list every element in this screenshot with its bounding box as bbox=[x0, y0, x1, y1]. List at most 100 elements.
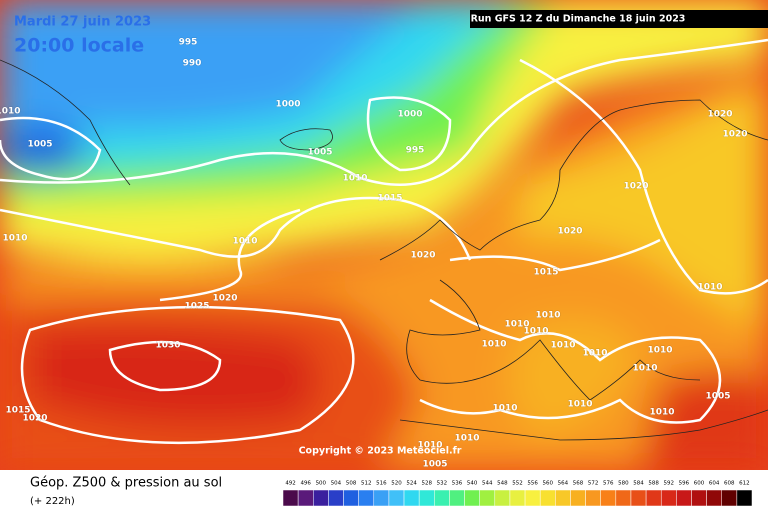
scale-label: 568 bbox=[573, 481, 584, 487]
isobar-label: 995 bbox=[179, 38, 198, 48]
isobar-label: 1010 bbox=[567, 400, 592, 410]
scale-label: 508 bbox=[346, 481, 357, 487]
scale-swatch bbox=[660, 489, 677, 507]
coastlines bbox=[0, 59, 768, 441]
isobar-label: 995 bbox=[406, 146, 425, 156]
scale-swatch bbox=[418, 489, 435, 507]
scale-swatch bbox=[736, 489, 753, 507]
isobar-label: 1010 bbox=[697, 283, 722, 293]
scale-label: 564 bbox=[558, 481, 569, 487]
scale-label: 524 bbox=[406, 481, 417, 487]
scale-swatch bbox=[449, 489, 465, 507]
isobar-label: 1020 bbox=[410, 251, 435, 261]
scale-label: 572 bbox=[588, 481, 599, 487]
scale-swatch bbox=[524, 489, 541, 507]
isobar-label: 1010 bbox=[649, 408, 674, 418]
scale-swatch bbox=[328, 489, 344, 507]
run-info: Run GFS 12 Z du Dimanche 18 juin 2023 bbox=[471, 14, 686, 25]
isobar-label: 1020 bbox=[722, 130, 747, 140]
scale-swatch bbox=[706, 489, 722, 507]
scale-label: 512 bbox=[361, 481, 372, 487]
scale-swatch bbox=[479, 489, 496, 507]
scale-swatch bbox=[358, 489, 375, 507]
scale-label: 600 bbox=[694, 481, 705, 487]
scale-label: 492 bbox=[285, 481, 296, 487]
scale-swatch bbox=[343, 489, 359, 507]
scale-swatch bbox=[297, 489, 314, 507]
isobar-label: 1020 bbox=[707, 110, 732, 120]
scale-swatch bbox=[691, 489, 707, 507]
scale-label: 588 bbox=[648, 481, 659, 487]
isobars bbox=[0, 38, 768, 445]
scale-swatch bbox=[403, 489, 420, 507]
scale-swatch bbox=[570, 489, 586, 507]
isobar-label: 1005 bbox=[422, 460, 447, 470]
isobar-label: 1010 bbox=[342, 174, 367, 184]
scale-swatch bbox=[434, 489, 450, 507]
isobar-label: 1015 bbox=[377, 194, 402, 204]
isobar-label: 1010 bbox=[232, 237, 257, 247]
scale-label: 580 bbox=[618, 481, 629, 487]
isobar-label: 1010 bbox=[582, 349, 607, 359]
scale-swatch bbox=[494, 489, 511, 507]
scale-swatch bbox=[555, 489, 571, 507]
isobar-label: 1005 bbox=[307, 148, 332, 158]
scale-label: 548 bbox=[497, 481, 508, 487]
isobar-label: 1020 bbox=[623, 182, 648, 192]
scale-label: 552 bbox=[512, 481, 523, 487]
isobar-label: 990 bbox=[183, 59, 202, 69]
copyright: Copyright © 2023 Meteociel.fr bbox=[299, 446, 462, 457]
scale-label: 608 bbox=[724, 481, 735, 487]
scale-label: 584 bbox=[633, 481, 644, 487]
scale-label: 520 bbox=[391, 481, 402, 487]
isobar-label: 1010 bbox=[417, 441, 442, 451]
scale-label: 516 bbox=[376, 481, 387, 487]
scale-swatch bbox=[509, 489, 526, 507]
scale-swatch bbox=[645, 489, 662, 507]
scale-label: 560 bbox=[543, 481, 554, 487]
isobar-label: 1030 bbox=[155, 341, 180, 351]
scale-label: 596 bbox=[679, 481, 690, 487]
scale-swatch bbox=[721, 489, 738, 507]
isobar-label: 1015 bbox=[5, 406, 30, 416]
scale-label: 532 bbox=[437, 481, 448, 487]
isobar-label: 1010 bbox=[647, 346, 672, 356]
scale-swatch bbox=[615, 489, 632, 507]
footer-title: Géop. Z500 & pression au sol bbox=[30, 476, 222, 491]
color-scale: 492 496 500 504 508 512 516 520 524 528 532 536 540 5… bbox=[282, 481, 753, 507]
scale-label: 528 bbox=[421, 481, 432, 487]
scale-label: 540 bbox=[467, 481, 478, 487]
isobar-label: 1010 bbox=[481, 340, 506, 350]
isobar-label: 1025 bbox=[184, 302, 209, 312]
scale-swatch bbox=[313, 489, 329, 507]
scale-label: 496 bbox=[300, 481, 311, 487]
isobar-label: 1010 bbox=[0, 107, 21, 117]
lead-time: (+ 222h) bbox=[30, 496, 75, 507]
isobar-label: 1010 bbox=[550, 341, 575, 351]
scale-swatch bbox=[373, 489, 390, 507]
isobar-label: 1020 bbox=[22, 414, 47, 424]
isobar-label: 1010 bbox=[454, 434, 479, 444]
isobar-label: 1010 bbox=[523, 327, 548, 337]
isobar-label: 1000 bbox=[275, 100, 300, 110]
isobar-label: 1010 bbox=[492, 404, 517, 414]
field bbox=[0, 0, 768, 470]
scale-label: 544 bbox=[482, 481, 493, 487]
scale-swatch bbox=[630, 489, 647, 507]
scale-label: 576 bbox=[603, 481, 614, 487]
scale-label: 500 bbox=[316, 481, 327, 487]
isobar-label: 1005 bbox=[27, 140, 52, 150]
scale-swatch bbox=[464, 489, 480, 507]
isobar-label: 1010 bbox=[632, 364, 657, 374]
scale-swatch bbox=[282, 489, 299, 507]
scale-swatch bbox=[539, 489, 556, 507]
isobar-label: 1000 bbox=[397, 110, 422, 120]
isobar-label: 1010 bbox=[504, 320, 529, 330]
local-time: 20:00 locale bbox=[14, 35, 144, 57]
scale-label: 612 bbox=[739, 481, 750, 487]
isobar-label: 1020 bbox=[557, 227, 582, 237]
scale-label: 504 bbox=[331, 481, 342, 487]
isobar-label: 1020 bbox=[212, 294, 237, 304]
isobar-label: 1015 bbox=[533, 268, 558, 278]
